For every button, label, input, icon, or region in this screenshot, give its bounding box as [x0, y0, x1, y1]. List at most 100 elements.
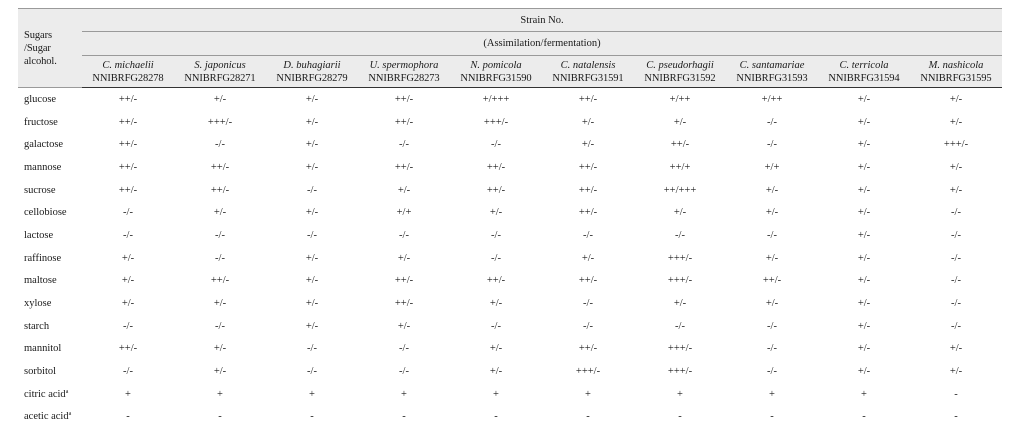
result-cell: -/- — [307, 343, 317, 355]
sugar-name-cell: citric acida — [18, 383, 82, 406]
strain-id: NNIBRFG31590 — [460, 72, 532, 84]
result-cell: +/- — [857, 229, 871, 241]
result-cell: ++/- — [118, 93, 138, 105]
strain-header-7: C. santamariae NNIBRFG31593 — [726, 55, 818, 88]
result-cell: - — [126, 411, 130, 423]
strain-header-6: C. pseudorhagii NNIBRFG31592 — [634, 55, 726, 88]
result-cell: ++/- — [670, 139, 690, 151]
strain-species: D. buhagiarii — [283, 59, 341, 71]
result-cell: +/- — [305, 252, 319, 264]
result-cell: -/- — [675, 320, 685, 332]
result-cell: ++/- — [394, 298, 414, 310]
result-cell: + — [585, 388, 591, 400]
result-cell: +/- — [121, 252, 135, 264]
result-cell: +++/- — [483, 116, 509, 128]
result-cell: ++/- — [578, 184, 598, 196]
corner-line-3: alcohol. — [24, 55, 57, 67]
result-cell: -/- — [583, 298, 593, 310]
sugar-name-cell: cellobiose — [18, 201, 82, 224]
strain-header-3: U. spermophora NNIBRFG28273 — [358, 55, 450, 88]
result-cell: +/- — [765, 252, 779, 264]
result-cell: ++/- — [762, 275, 782, 287]
strain-id: NNIBRFG31594 — [828, 72, 900, 84]
sugar-name-cell: sucrose — [18, 179, 82, 202]
result-cell: +/- — [305, 275, 319, 287]
result-cell: - — [494, 411, 498, 423]
result-cell: +/- — [949, 161, 963, 173]
result-cell: -/- — [583, 229, 593, 241]
result-cell: -/- — [951, 275, 961, 287]
result-cell: -/- — [951, 252, 961, 264]
result-cell: +++/- — [667, 252, 693, 264]
strain-no-header: Strain No. — [82, 8, 1002, 32]
result-cell: +/- — [489, 343, 503, 355]
result-cell: +/- — [857, 93, 871, 105]
result-cell: +++/- — [943, 139, 969, 151]
result-cell: +/- — [949, 116, 963, 128]
strain-header-1: S. japonicus NNIBRFG28271 — [174, 55, 266, 88]
table-row: sorbitol -/- +/- -/- -/- +/- +++/- +++/- -/- +/- +… — [18, 360, 1002, 383]
strain-id: NNIBRFG28273 — [368, 72, 440, 84]
corner-line-2: /Sugar — [24, 42, 51, 54]
strain-species: C. michaelii — [102, 59, 154, 71]
strain-species: U. spermophora — [369, 59, 439, 71]
table-row: xylose +/- +/- +/- ++/- +/- -/- +/- +/- +/- -/- — [18, 292, 1002, 315]
result-cell: ++/+ — [669, 161, 691, 173]
header-row-strains: C. michaelii NNIBRFG28278 S. japonicus NNIB… — [18, 55, 1002, 88]
result-cell: +/- — [857, 343, 871, 355]
sugar-assimilation-table: Sugars /Sugar alcohol. Strain No. (Assim… — [18, 8, 1002, 428]
result-cell: +/- — [949, 93, 963, 105]
result-cell: -/- — [307, 184, 317, 196]
strain-id: NNIBRFG28278 — [92, 72, 164, 84]
sugar-name-cell: starch — [18, 315, 82, 338]
result-cell: ++/- — [486, 275, 506, 287]
table-row: starch -/- -/- +/- +/- -/- -/- -/- -/- +/- -/- — [18, 315, 1002, 338]
result-cell: +/- — [581, 139, 595, 151]
result-cell: ++/- — [118, 184, 138, 196]
result-cell: +/- — [305, 298, 319, 310]
strain-header-0: C. michaelii NNIBRFG28278 — [82, 55, 174, 88]
result-cell: +/- — [857, 184, 871, 196]
sugar-name: galactose — [24, 139, 64, 151]
result-cell: +/- — [489, 207, 503, 219]
result-cell: +/- — [765, 298, 779, 310]
result-cell: ++/- — [578, 207, 598, 219]
result-cell: - — [954, 388, 958, 400]
result-cell: +/++ — [761, 93, 783, 105]
result-cell: +/- — [581, 252, 595, 264]
result-cell: ++/+++ — [663, 184, 697, 196]
result-cell: +/- — [581, 116, 595, 128]
result-cell: +/- — [305, 320, 319, 332]
result-cell: +/- — [673, 207, 687, 219]
strain-species: C. santamariae — [739, 59, 805, 71]
sugar-name-cell: raffinose — [18, 247, 82, 270]
result-cell: +/- — [213, 207, 227, 219]
result-cell: - — [586, 411, 590, 423]
header-row-assimilation: (Assimilation/fermentation) — [18, 31, 1002, 56]
result-cell: + — [861, 388, 867, 400]
result-cell: ++/- — [118, 343, 138, 355]
result-cell: +/- — [673, 298, 687, 310]
result-cell: +/- — [121, 298, 135, 310]
result-cell: ++/- — [578, 343, 598, 355]
sugar-name-cell: lactose — [18, 224, 82, 247]
result-cell: ++/- — [210, 275, 230, 287]
result-cell: + — [769, 388, 775, 400]
result-cell: +/- — [857, 366, 871, 378]
strain-species: M. nashicola — [928, 59, 984, 71]
result-cell: +/- — [489, 366, 503, 378]
result-cell: ++/- — [394, 93, 414, 105]
result-cell: +++/- — [207, 116, 233, 128]
result-cell: -/- — [951, 229, 961, 241]
strain-header-5: C. natalensis NNIBRFG31591 — [542, 55, 634, 88]
result-cell: +/- — [673, 116, 687, 128]
result-cell: - — [678, 411, 682, 423]
result-cell: +++/- — [667, 275, 693, 287]
sugar-name: glucose — [24, 93, 57, 105]
result-cell: -/- — [767, 116, 777, 128]
header-row-strain-no: Sugars /Sugar alcohol. Strain No. — [18, 8, 1002, 88]
sugar-name-cell: mannitol — [18, 338, 82, 361]
result-cell: + — [125, 388, 131, 400]
table-row: cellobiose -/- +/- +/- +/+ +/- ++/- +/- +/- +/- -/… — [18, 201, 1002, 224]
table-row: acetic acida - - - - - - - - - - — [18, 406, 1002, 429]
